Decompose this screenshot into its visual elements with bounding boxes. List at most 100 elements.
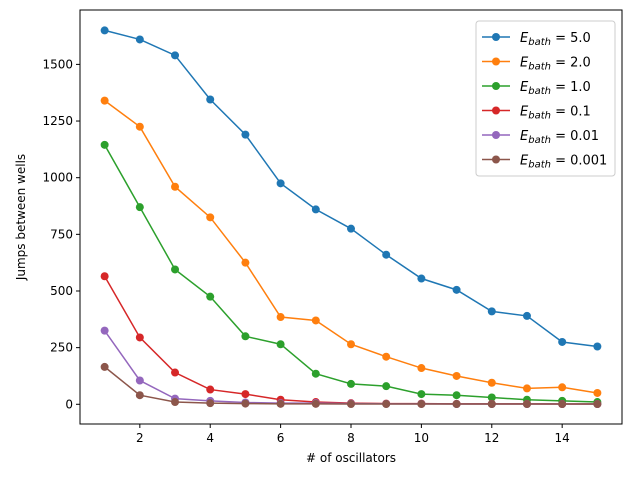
y-tick-label: 500	[50, 284, 73, 298]
y-axis-label: Jumps between wells	[14, 154, 28, 281]
data-point	[382, 400, 391, 409]
data-point	[452, 400, 461, 409]
data-point	[382, 352, 391, 361]
x-tick-label: 12	[484, 431, 499, 445]
data-point	[135, 333, 144, 342]
data-point	[206, 399, 215, 408]
legend-label: Ebath = 0.1	[520, 105, 591, 122]
legend-item: Ebath = 2.0	[482, 56, 591, 73]
data-point	[417, 364, 426, 373]
data-point	[311, 399, 320, 408]
y-tick-label: 750	[50, 227, 73, 241]
data-point	[487, 307, 496, 316]
y-tick-label: 1000	[42, 171, 73, 185]
data-point	[206, 213, 215, 222]
series-2	[100, 96, 602, 397]
x-tick-label: 14	[555, 431, 570, 445]
data-point	[522, 384, 531, 393]
data-point	[593, 388, 602, 397]
data-point	[135, 122, 144, 131]
legend-marker	[492, 155, 500, 164]
data-point	[100, 362, 109, 371]
data-point	[241, 399, 250, 408]
data-point	[276, 340, 285, 349]
x-tick-label: 10	[414, 431, 429, 445]
legend-label: Ebath = 2.0	[520, 56, 591, 73]
legend-box	[475, 20, 616, 177]
data-point	[241, 258, 250, 267]
legend-label: Ebath = 0.001	[520, 154, 607, 171]
data-point	[347, 340, 355, 349]
data-point	[100, 26, 109, 35]
axes-layer: 2 4 6 8 10 12 14 0 250 500 750 1000 1250 1500	[42, 57, 569, 445]
data-point	[487, 378, 496, 387]
y-tick-label: 1250	[42, 114, 73, 128]
y-tick-label: 1500	[42, 57, 73, 71]
y-tick-label: 0	[65, 397, 73, 411]
data-point	[276, 313, 285, 322]
data-point	[347, 400, 355, 409]
data-point	[171, 368, 180, 377]
data-point	[347, 379, 355, 388]
data-point	[171, 182, 180, 191]
x-tick-label: 6	[277, 431, 285, 445]
legend-item: Ebath = 1.0	[482, 80, 591, 97]
data-point	[100, 326, 109, 335]
legend-marker	[492, 106, 500, 115]
legend: Ebath = 5.0 Ebath = 2.0 Ebath = 1.0 Ebath =…	[475, 20, 616, 177]
legend-item: Ebath = 0.001	[482, 154, 607, 171]
data-point	[452, 285, 461, 294]
data-point	[417, 274, 426, 283]
legend-item: Ebath = 0.1	[482, 105, 591, 122]
data-point	[135, 376, 144, 385]
legend-marker	[492, 82, 500, 90]
data-point	[522, 311, 531, 320]
data-point	[100, 96, 109, 105]
data-point	[206, 292, 215, 301]
data-point	[452, 371, 461, 380]
data-point	[347, 224, 355, 233]
data-point	[171, 51, 180, 60]
x-axis-label: # of oscillators	[306, 451, 396, 465]
data-point	[241, 390, 250, 399]
x-tick-label: 8	[347, 431, 355, 445]
data-point	[171, 398, 180, 407]
legend-marker	[492, 57, 500, 66]
data-point	[593, 400, 602, 409]
data-point	[487, 400, 496, 409]
legend-marker	[492, 131, 500, 139]
data-point	[311, 369, 320, 378]
data-point	[487, 393, 496, 402]
data-point	[593, 342, 602, 351]
data-point	[100, 272, 109, 281]
data-point	[171, 265, 180, 274]
data-point	[417, 400, 426, 409]
data-point	[382, 250, 391, 259]
data-point	[100, 140, 109, 149]
data-point	[558, 400, 567, 409]
data-point	[276, 399, 285, 408]
series-3	[100, 140, 602, 407]
data-point	[241, 332, 250, 341]
data-point	[417, 390, 426, 399]
legend-label: Ebath = 1.0	[520, 80, 591, 97]
series-1	[100, 26, 602, 351]
data-point	[135, 203, 144, 212]
data-point	[135, 35, 144, 44]
legend-label: Ebath = 5.0	[520, 31, 591, 48]
data-point	[311, 205, 320, 214]
data-point	[311, 316, 320, 325]
legend-item: Ebath = 5.0	[482, 31, 591, 48]
data-point	[206, 385, 215, 394]
plot-layer	[100, 26, 602, 409]
legend-item: Ebath = 0.01	[482, 129, 599, 146]
data-point	[452, 391, 461, 400]
data-point	[522, 400, 531, 409]
x-tick-label: 2	[136, 431, 144, 445]
legend-label: Ebath = 0.01	[520, 129, 599, 146]
data-point	[241, 130, 250, 139]
x-tick-label: 4	[206, 431, 214, 445]
series-6	[100, 362, 602, 409]
y-tick-label: 250	[50, 341, 73, 355]
data-point	[206, 95, 215, 104]
